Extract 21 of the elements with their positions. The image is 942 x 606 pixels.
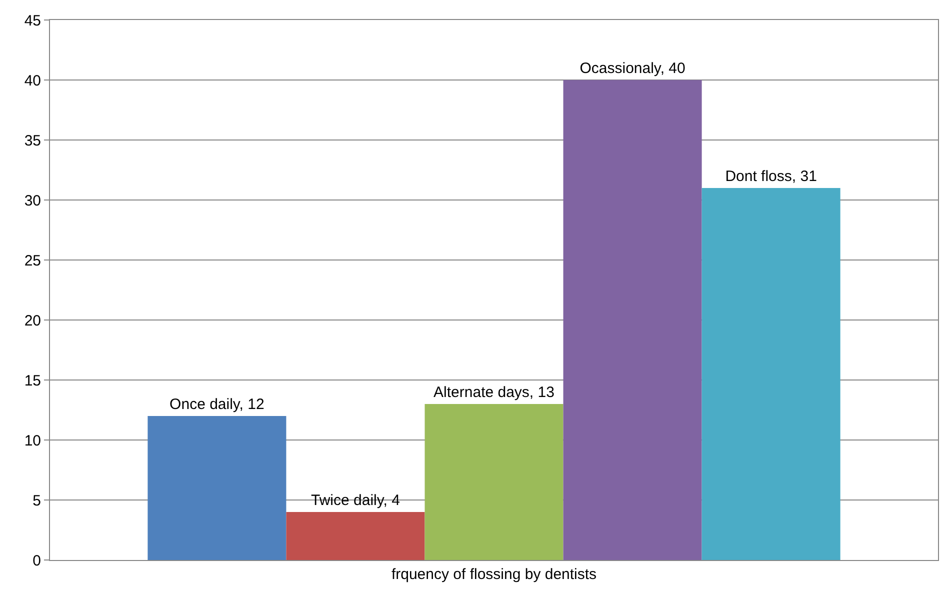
- bar: [424, 404, 564, 560]
- y-tick-label: 45: [24, 12, 41, 30]
- y-tick-label: 30: [24, 192, 41, 210]
- data-label: Once daily, 12: [170, 396, 264, 413]
- y-tick-label: 35: [24, 132, 41, 150]
- y-tick-label: 10: [24, 432, 41, 450]
- y-tick-label: 0: [32, 552, 41, 570]
- bar: [563, 80, 702, 560]
- bar: [286, 512, 425, 560]
- y-tick-label: 15: [24, 372, 41, 390]
- y-tick-label: 5: [32, 492, 41, 510]
- data-label: Ocassionaly, 40: [580, 60, 686, 77]
- x-tick-label: frquency of flossing by dentists: [391, 566, 597, 583]
- y-tick-label: 20: [24, 312, 41, 330]
- y-tick-label: 40: [24, 72, 41, 90]
- y-tick-label: 25: [24, 252, 41, 270]
- bar: [702, 188, 840, 560]
- data-label: Dont floss, 31: [725, 168, 817, 185]
- data-label: Twice daily, 4: [311, 492, 400, 509]
- data-label: Alternate days, 13: [434, 384, 554, 401]
- bar: [148, 416, 286, 560]
